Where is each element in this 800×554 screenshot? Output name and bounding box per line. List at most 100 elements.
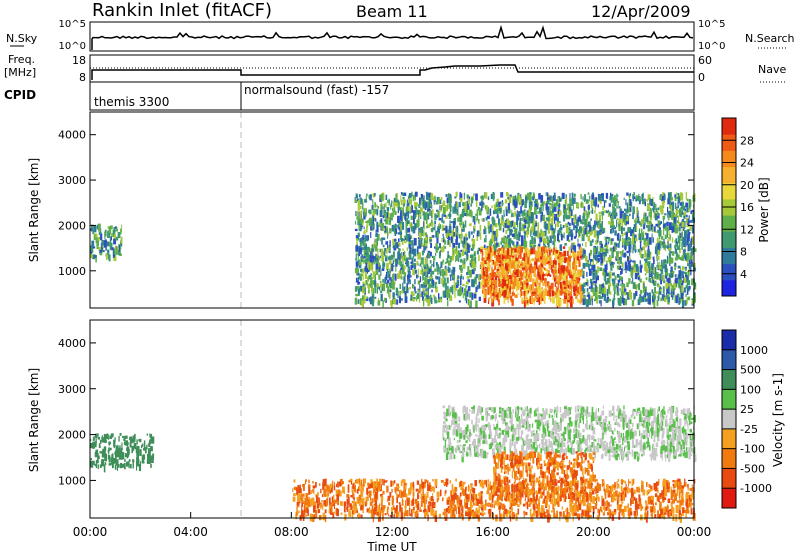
heatmap-cell [104, 462, 107, 466]
heatmap-cell [618, 265, 622, 270]
heatmap-cell [363, 249, 366, 258]
heatmap-cell [95, 255, 97, 263]
heatmap-cell [397, 224, 400, 229]
heatmap-cell [406, 247, 409, 251]
heatmap-cell [530, 271, 533, 279]
heatmap-cell [550, 223, 553, 231]
heatmap-cell [507, 234, 510, 238]
heatmap-cell [413, 297, 416, 300]
heatmap-cell [366, 221, 368, 229]
heatmap-cell [392, 251, 395, 258]
heatmap-cell [528, 211, 531, 217]
heatmap-cell [397, 232, 400, 235]
heatmap-cell [601, 479, 604, 487]
heatmap-cell [397, 206, 399, 214]
heatmap-cell [649, 272, 651, 276]
heatmap-cell [391, 212, 393, 221]
heatmap-cell [635, 264, 639, 270]
heatmap-cell [639, 241, 642, 250]
heatmap-cell [569, 499, 571, 507]
heatmap-cell [492, 285, 494, 288]
heatmap-cell [375, 253, 377, 258]
heatmap-cell [434, 213, 437, 221]
heatmap-cell [475, 200, 478, 207]
heatmap-cell [572, 261, 576, 265]
heatmap-cell [127, 446, 130, 453]
heatmap-cell [691, 259, 693, 267]
heatmap-cell [354, 199, 358, 203]
heatmap-cell [375, 268, 379, 275]
heatmap-cell [489, 481, 491, 488]
heatmap-cell [618, 260, 620, 265]
heatmap-cell [367, 253, 370, 261]
heatmap-cell [595, 276, 598, 284]
heatmap-cell [480, 275, 484, 279]
heatmap-cell [369, 501, 373, 506]
heatmap-cell [408, 243, 412, 247]
heatmap-cell [492, 244, 495, 249]
heatmap-cell [98, 443, 101, 448]
heatmap-cell [382, 262, 386, 267]
heatmap-cell [453, 231, 456, 237]
heatmap-cell [652, 197, 654, 204]
heatmap-cell [515, 496, 518, 504]
heatmap-cell [605, 270, 608, 277]
heatmap-cell [366, 257, 369, 262]
heatmap-cell [671, 273, 673, 279]
heatmap-cell [654, 267, 657, 274]
colorbar-swatch [722, 150, 736, 168]
heatmap-cell [584, 219, 587, 227]
heatmap-cell [563, 299, 567, 304]
heatmap-cell [667, 214, 670, 221]
heatmap-cell [438, 224, 441, 229]
heatmap-cell [525, 231, 529, 236]
heatmap-cell [538, 252, 541, 261]
heatmap-cell [512, 253, 515, 259]
heatmap-cell [356, 194, 358, 198]
heatmap-cell [371, 223, 374, 227]
heatmap-cell [509, 247, 512, 255]
heatmap-cell [424, 257, 427, 265]
heatmap-cell [373, 243, 375, 249]
heatmap-cell [385, 241, 388, 245]
heatmap-cell [550, 196, 553, 202]
heatmap-cell [465, 285, 468, 288]
heatmap-cell [528, 205, 532, 208]
heatmap-cell [635, 238, 638, 242]
heatmap-cell [638, 276, 640, 280]
heatmap-cell [543, 294, 546, 303]
heatmap-cell [594, 210, 596, 214]
heatmap-cell [491, 205, 493, 209]
heatmap-cell [548, 257, 550, 262]
heatmap-cell [475, 513, 479, 519]
heatmap-cell [516, 283, 519, 288]
heatmap-cell [432, 512, 436, 518]
heatmap-cell [424, 232, 427, 236]
heatmap-cell [542, 282, 545, 287]
heatmap-cell [558, 249, 560, 253]
heatmap-cell [104, 229, 107, 237]
heatmap-cell [569, 291, 571, 297]
heatmap-cell [150, 433, 153, 439]
heatmap-cell [142, 454, 144, 461]
heatmap-cell [113, 255, 115, 258]
heatmap-cell [386, 279, 390, 284]
heatmap-cell [447, 288, 451, 297]
heatmap-cell [514, 195, 517, 202]
heatmap-cell [465, 237, 467, 245]
heatmap-cell [602, 249, 606, 253]
heatmap-cell [585, 262, 589, 267]
heatmap-cell [542, 500, 544, 504]
heatmap-cell [684, 300, 687, 306]
heatmap-cell [648, 298, 651, 305]
heatmap-cell [455, 256, 457, 262]
heatmap-cell [524, 233, 526, 236]
heatmap-cell [669, 250, 671, 259]
heatmap-cell [424, 242, 427, 251]
heatmap-cell [596, 497, 599, 500]
heatmap-cell [497, 293, 499, 298]
heatmap-cell [358, 483, 361, 491]
heatmap-cell [406, 220, 410, 225]
heatmap-cell [498, 263, 501, 267]
heatmap-cell [437, 227, 440, 234]
